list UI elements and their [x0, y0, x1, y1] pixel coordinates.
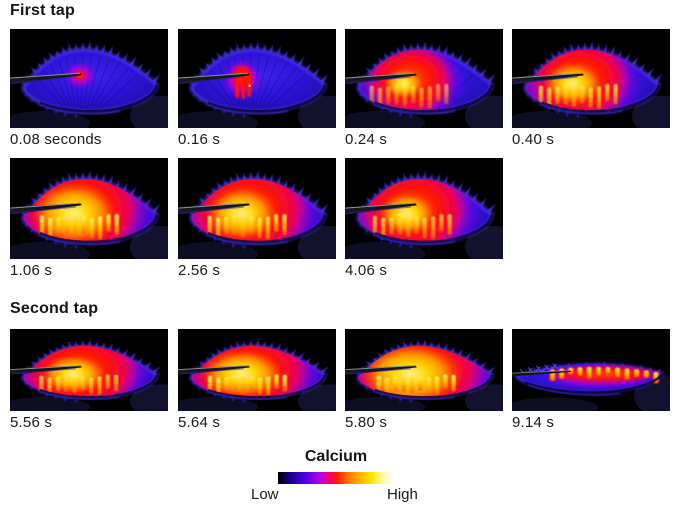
calcium-frame: 0.16 s — [178, 29, 336, 148]
frame-time-label: 2.56 s — [178, 262, 221, 279]
trap-image — [10, 329, 168, 411]
frame-time-label: 5.64 s — [178, 414, 221, 431]
section-title-first-tap: First tap — [10, 2, 75, 19]
trap-image — [178, 29, 336, 128]
frame-time-label: 5.56 s — [10, 414, 53, 431]
calcium-frame: 4.06 s — [345, 158, 503, 279]
legend-title: Calcium — [304, 448, 368, 465]
calcium-frame: 2.56 s — [178, 158, 336, 279]
frame-time-label: 4.06 s — [345, 262, 388, 279]
trap-image — [178, 329, 336, 411]
calcium-frame: 5.64 s — [178, 329, 336, 431]
colorbar-gradient — [278, 472, 394, 484]
calcium-frame: 9.14 s — [512, 329, 670, 431]
frame-time-label: 0.24 s — [345, 131, 388, 148]
frame-time-label: 0.16 s — [178, 131, 221, 148]
frame-time-label: 9.14 s — [512, 414, 555, 431]
calcium-frame: 5.56 s — [10, 329, 168, 431]
frame-time-label: 5.80 s — [345, 414, 388, 431]
colorbar-high-label: High — [387, 486, 418, 503]
calcium-frame: 0.24 s — [345, 29, 503, 148]
trap-image — [10, 29, 168, 128]
frame-time-label: 0.08 seconds — [10, 131, 102, 148]
trap-image — [345, 29, 503, 128]
trap-image — [345, 158, 503, 259]
colorbar-low-label: Low — [251, 486, 279, 503]
trap-image — [512, 29, 670, 128]
section-title-second-tap: Second tap — [10, 300, 99, 317]
calcium-frame: 1.06 s — [10, 158, 168, 279]
trap-image — [345, 329, 503, 411]
trap-image — [512, 329, 670, 411]
frame-time-label: 0.40 s — [512, 131, 555, 148]
calcium-frame: 5.80 s — [345, 329, 503, 431]
trap-image — [178, 158, 336, 259]
trap-image — [10, 158, 168, 259]
frame-time-label: 1.06 s — [10, 262, 53, 279]
calcium-frame: 0.08 seconds — [10, 29, 168, 148]
calcium-frame: 0.40 s — [512, 29, 670, 148]
